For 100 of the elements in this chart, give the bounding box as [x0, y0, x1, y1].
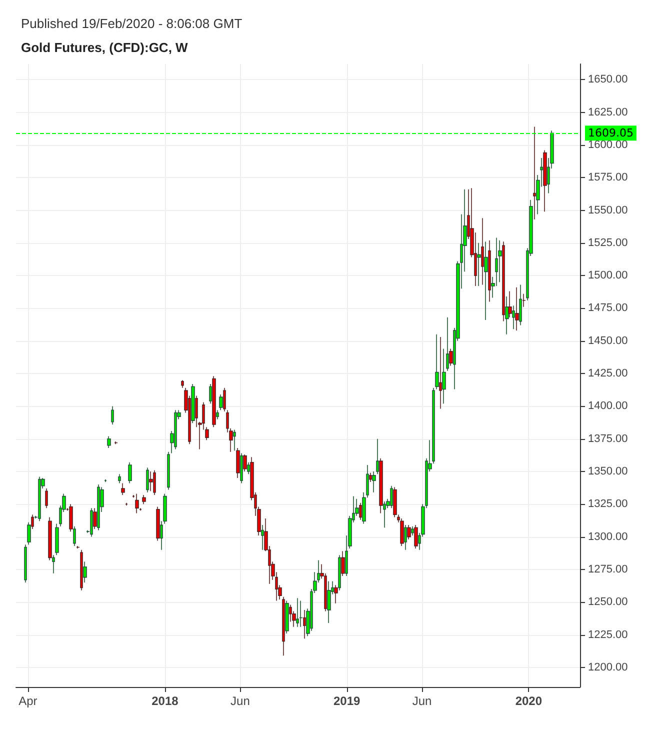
candlestick — [327, 580, 331, 624]
y-tick-label: 1525.00 — [588, 236, 628, 249]
candlestick — [522, 293, 526, 308]
candlestick — [369, 472, 372, 482]
ref-line-label: 1609.05 — [588, 126, 634, 140]
candlestick — [338, 554, 341, 591]
y-tick-label: 1300.00 — [588, 530, 628, 543]
y-tick-label: 1575.00 — [588, 172, 628, 184]
candlestick — [191, 384, 195, 424]
candlestick — [359, 502, 362, 520]
candlestick — [128, 462, 132, 484]
candlestick — [219, 394, 223, 411]
candlestick — [533, 126, 536, 220]
candlestick — [498, 240, 502, 283]
candlestick — [24, 544, 27, 583]
y-tick-label: 1550.00 — [588, 204, 628, 216]
y-tick-label: 1600.00 — [588, 138, 628, 151]
x-tick-label: 2019 — [333, 694, 360, 708]
y-tick-label: 1200.00 — [588, 661, 628, 674]
candlestick — [379, 458, 383, 514]
candlestick — [52, 554, 55, 574]
candlestick — [508, 290, 512, 318]
candlestick — [135, 493, 139, 514]
candlestick — [442, 348, 446, 404]
y-tick-label: 1475.00 — [588, 302, 628, 314]
candlestick — [376, 438, 379, 475]
candlestick — [233, 429, 236, 451]
candlestick — [205, 426, 209, 441]
y-tick-label: 1275.00 — [588, 563, 628, 576]
candlestick — [303, 610, 306, 640]
candlestick — [38, 476, 41, 522]
candlestick — [223, 388, 226, 412]
candlestick — [488, 240, 491, 302]
candlestick — [174, 410, 177, 450]
candlestick — [502, 241, 505, 322]
y-tick-label: 1250.00 — [588, 596, 628, 608]
candlestick — [481, 218, 484, 286]
candlestick — [111, 406, 114, 425]
candlestick — [435, 334, 439, 390]
candlestick — [216, 410, 219, 420]
candlestick — [236, 448, 240, 478]
candlestick — [390, 485, 393, 508]
candlestick — [484, 241, 488, 320]
candlestick — [512, 305, 515, 330]
candlestick — [167, 452, 170, 490]
candlestick — [83, 561, 87, 583]
candlestick — [404, 524, 407, 550]
y-tick-label: 1450.00 — [588, 334, 628, 347]
y-tick-label: 1375.00 — [588, 432, 628, 445]
y-tick-label: 1225.00 — [588, 628, 628, 641]
candlestick — [400, 518, 404, 546]
candlestick — [285, 600, 289, 634]
candlestick — [90, 508, 93, 538]
candlestick — [296, 598, 299, 628]
candlestick — [411, 526, 414, 536]
candlestick — [55, 523, 59, 556]
candlestick — [153, 470, 156, 496]
candlestick — [515, 286, 519, 331]
candlestick — [299, 600, 303, 628]
candlestick — [97, 484, 100, 531]
y-tick-label: 1500.00 — [588, 270, 628, 282]
candlestick — [121, 482, 125, 496]
candlestick — [93, 508, 97, 530]
candlestick — [449, 348, 453, 366]
candlestick — [107, 436, 111, 448]
candlestick — [282, 596, 285, 656]
candlestick — [48, 516, 52, 561]
y-tick-label: 1400.00 — [588, 400, 628, 412]
chart-subtitle: Published 19/Feb/2020 - 8:06:08 GMT — [21, 16, 242, 31]
candlestick — [519, 284, 522, 326]
candlestick — [181, 380, 184, 388]
candlestick — [341, 550, 345, 576]
x-tick-label: 2020 — [515, 694, 542, 708]
candlestick — [414, 524, 418, 549]
x-tick-label: Jun — [412, 694, 432, 708]
candlestick — [31, 514, 34, 530]
candlestick — [439, 336, 442, 410]
x-tick-label: 2018 — [152, 694, 179, 708]
candlestick — [80, 549, 83, 591]
y-tick-label: 1325.00 — [588, 498, 628, 510]
candlestick — [73, 526, 76, 546]
x-tick-label: Apr — [18, 694, 38, 708]
candlestick — [432, 388, 435, 464]
candlestick — [383, 501, 386, 528]
candlestick — [334, 584, 338, 604]
candlestick — [247, 462, 250, 475]
y-tick-label: 1625.00 — [588, 106, 628, 118]
candlestick — [505, 296, 509, 335]
candlestick — [212, 376, 216, 428]
candlestick — [149, 471, 153, 492]
candlestick — [146, 467, 149, 493]
candlestick — [407, 524, 411, 540]
chart-title: Gold Futures, (CFD):GC, W — [21, 40, 189, 55]
candlestick — [446, 316, 449, 372]
candlestick — [118, 474, 121, 484]
candlestick — [69, 504, 73, 532]
candlestick — [45, 488, 48, 508]
x-tick-label: Jun — [230, 694, 250, 708]
candlestick — [261, 524, 264, 550]
candlestick — [156, 506, 160, 542]
